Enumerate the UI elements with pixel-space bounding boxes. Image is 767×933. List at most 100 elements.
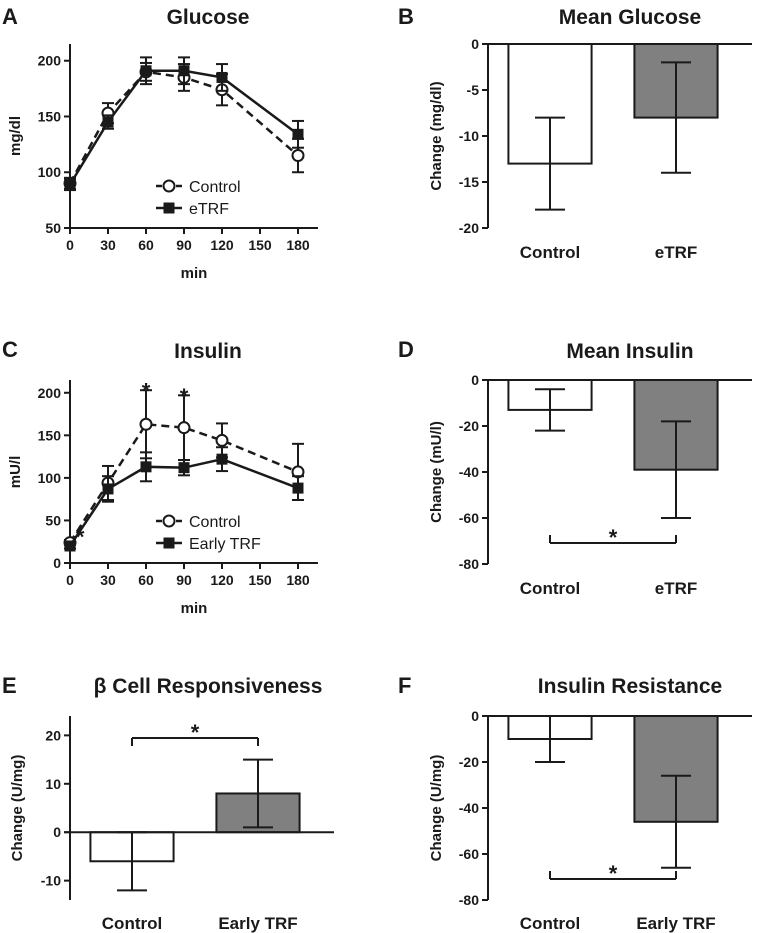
x-tick-label: 90 <box>176 572 192 588</box>
x-tick-label: 180 <box>286 572 310 588</box>
significance-star: * <box>609 525 618 550</box>
y-tick-label: 0 <box>53 555 61 571</box>
series-line-1 <box>68 69 299 186</box>
y-tick-label: -80 <box>459 556 479 572</box>
x-tick-label: 60 <box>138 572 154 588</box>
glucose-line-chart: Glucose mg/dl 50 100 150 200 0 30 60 90 120 150 180 C… <box>7 6 318 253</box>
y-tick-label: -40 <box>459 800 479 816</box>
y-axis-label: Change (mg/dl) <box>428 81 445 190</box>
x-tick-label: 120 <box>210 572 234 588</box>
x-tick-label: 30 <box>100 572 116 588</box>
significance-star: * <box>76 525 85 550</box>
data-point-square <box>292 128 304 140</box>
panel-c-xlabel: min <box>181 600 208 617</box>
data-point-square <box>216 71 228 83</box>
data-point-square <box>140 65 152 77</box>
panel-letter-c: C <box>2 337 18 362</box>
legend-label: eTRF <box>189 201 229 218</box>
series-line-0 <box>68 70 299 184</box>
mean-glucose-bar-chart: Mean Glucose Change (mg/dl) 0 -5 -10 -15 -20 Co… <box>428 6 752 262</box>
y-tick-label: 200 <box>38 385 62 401</box>
y-axis-label: Change (U/mg) <box>9 755 26 862</box>
data-point-circle <box>215 433 229 447</box>
y-tick-label: 0 <box>471 708 479 724</box>
data-point-square <box>292 482 304 494</box>
y-tick-label: 100 <box>38 470 62 486</box>
y-tick-label: -20 <box>459 220 479 236</box>
chart-title: Insulin <box>174 340 242 363</box>
y-tick-label: -40 <box>459 464 479 480</box>
chart-title: β Cell Responsiveness <box>94 675 323 698</box>
category-label: Control <box>520 243 580 262</box>
y-axis-label: Change (mU/l) <box>428 421 445 523</box>
y-tick-label: -10 <box>41 873 61 889</box>
category-label: Control <box>520 579 580 598</box>
legend-marker <box>162 179 176 193</box>
y-tick-label: -20 <box>459 754 479 770</box>
x-tick-label: 0 <box>66 572 74 588</box>
y-tick-label: 200 <box>38 53 62 69</box>
panel-a-xlabel: min <box>181 265 208 282</box>
legend-marker <box>163 537 175 549</box>
series-line-0 <box>68 422 299 544</box>
data-point-square <box>64 179 76 191</box>
panel-letter-f: F <box>398 673 411 698</box>
data-point-circle <box>291 149 305 163</box>
panel-letter-e: E <box>2 673 17 698</box>
category-label: Early TRF <box>636 914 715 933</box>
y-tick-label: 0 <box>471 36 479 52</box>
significance-star: * <box>142 378 151 403</box>
beta-cell-responsiveness-bar-chart: β Cell Responsiveness Change (U/mg) 20 10 0 -… <box>9 675 334 933</box>
data-point-circle <box>139 417 153 431</box>
x-tick-label: 150 <box>248 237 272 253</box>
significance-star: * <box>180 384 189 409</box>
y-tick-label: -60 <box>459 846 479 862</box>
y-tick-label: -60 <box>459 510 479 526</box>
x-tick-label: 90 <box>176 237 192 253</box>
x-tick-label: 150 <box>248 572 272 588</box>
y-tick-label: -80 <box>459 892 479 908</box>
panel-letter-d: D <box>398 337 414 362</box>
chart-title: Mean Insulin <box>566 340 693 363</box>
legend-marker <box>162 514 176 528</box>
y-tick-label: 100 <box>38 164 62 180</box>
y-tick-label: -15 <box>459 174 479 190</box>
y-tick-label: 20 <box>45 727 61 743</box>
category-label: Control <box>520 914 580 933</box>
insulin-line-chart: Insulin mU/l 0 50 100 150 200 0 30 60 90 120 150 180 C… <box>7 340 318 588</box>
data-point-square <box>178 462 190 474</box>
category-label: Control <box>102 914 162 933</box>
y-axis-label: mg/dl <box>7 116 24 156</box>
x-tick-label: 30 <box>100 237 116 253</box>
legend-marker <box>163 202 175 214</box>
x-tick-label: 0 <box>66 237 74 253</box>
category-label: Early TRF <box>218 914 297 933</box>
panel-letter-b: B <box>398 4 414 29</box>
y-axis-label: Change (U/mg) <box>428 755 445 862</box>
data-point-square <box>140 461 152 473</box>
legend-label: Early TRF <box>189 536 261 553</box>
chart-title: Mean Glucose <box>559 6 701 29</box>
y-tick-label: 150 <box>38 108 62 124</box>
data-point-square <box>102 483 114 495</box>
y-tick-label: 0 <box>471 372 479 388</box>
chart-title: Glucose <box>167 6 250 29</box>
significance-star: * <box>609 861 618 886</box>
chart-title: Insulin Resistance <box>538 675 722 698</box>
significance-star: * <box>191 720 200 745</box>
y-tick-label: 50 <box>45 220 61 236</box>
y-tick-label: 50 <box>45 512 61 528</box>
category-label: eTRF <box>655 579 698 598</box>
y-tick-label: -5 <box>467 82 480 98</box>
data-point-square <box>178 65 190 77</box>
y-tick-label: 10 <box>45 776 61 792</box>
y-axis-label: mU/l <box>7 456 24 489</box>
legend-label: Control <box>189 514 241 531</box>
y-tick-label: 0 <box>53 824 61 840</box>
category-label: eTRF <box>655 243 698 262</box>
x-tick-label: 120 <box>210 237 234 253</box>
y-tick-label: -20 <box>459 418 479 434</box>
x-tick-label: 60 <box>138 237 154 253</box>
mean-insulin-bar-chart: Mean Insulin Change (mU/l) 0 -20 -40 -60 -80 Co… <box>428 340 752 598</box>
